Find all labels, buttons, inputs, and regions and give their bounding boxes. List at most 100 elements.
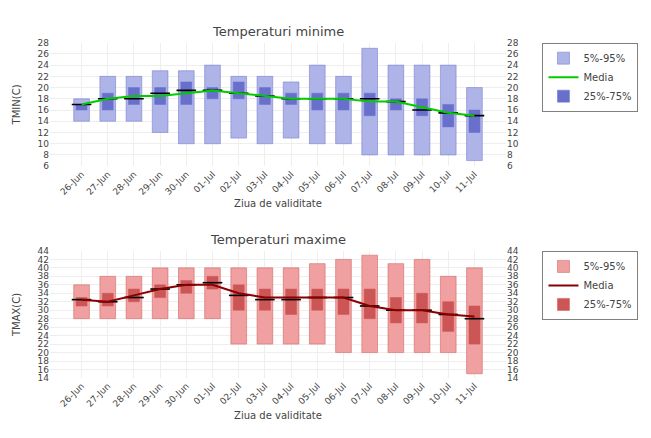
svg-text:42: 42 bbox=[38, 255, 49, 265]
svg-text:22: 22 bbox=[38, 72, 49, 82]
svg-text:11-Jul: 11-Jul bbox=[454, 381, 480, 407]
svg-text:04-Jul: 04-Jul bbox=[270, 169, 296, 195]
svg-text:Temperaturi minime: Temperaturi minime bbox=[212, 24, 344, 39]
svg-text:18: 18 bbox=[38, 356, 50, 366]
svg-text:26: 26 bbox=[507, 322, 519, 332]
svg-text:40: 40 bbox=[38, 263, 50, 273]
svg-text:Ziua de validitate: Ziua de validitate bbox=[234, 198, 322, 209]
svg-text:30: 30 bbox=[38, 305, 50, 315]
svg-text:12: 12 bbox=[38, 128, 49, 138]
svg-text:03-Jul: 03-Jul bbox=[244, 169, 270, 195]
svg-text:28: 28 bbox=[507, 314, 519, 324]
svg-text:10: 10 bbox=[38, 139, 50, 149]
svg-text:28: 28 bbox=[507, 38, 519, 48]
svg-text:22: 22 bbox=[507, 339, 518, 349]
svg-text:5%-95%: 5%-95% bbox=[583, 53, 625, 64]
svg-text:14: 14 bbox=[38, 116, 50, 126]
svg-text:10-Jul: 10-Jul bbox=[427, 169, 453, 195]
svg-text:40: 40 bbox=[507, 263, 519, 273]
svg-text:28-Jun: 28-Jun bbox=[111, 381, 139, 409]
svg-text:11-Jul: 11-Jul bbox=[454, 169, 480, 195]
svg-text:07-Jul: 07-Jul bbox=[349, 381, 375, 407]
svg-text:27-Jun: 27-Jun bbox=[85, 381, 113, 409]
svg-text:30-Jun: 30-Jun bbox=[163, 381, 191, 409]
svg-text:07-Jul: 07-Jul bbox=[349, 169, 375, 195]
svg-text:32: 32 bbox=[507, 297, 518, 307]
svg-text:03-Jul: 03-Jul bbox=[244, 381, 270, 407]
svg-text:26-Jun: 26-Jun bbox=[58, 169, 86, 197]
svg-text:36: 36 bbox=[38, 280, 50, 290]
svg-text:12: 12 bbox=[507, 128, 518, 138]
svg-text:26: 26 bbox=[38, 322, 50, 332]
svg-text:02-Jul: 02-Jul bbox=[218, 381, 244, 407]
svg-text:16: 16 bbox=[38, 105, 50, 115]
svg-text:14: 14 bbox=[507, 373, 519, 383]
svg-text:05-Jul: 05-Jul bbox=[296, 169, 322, 195]
svg-text:08-Jul: 08-Jul bbox=[375, 169, 401, 195]
svg-text:24: 24 bbox=[507, 331, 519, 341]
svg-text:26: 26 bbox=[38, 49, 50, 59]
svg-text:28: 28 bbox=[38, 314, 50, 324]
svg-text:24: 24 bbox=[38, 331, 50, 341]
svg-text:5%-95%: 5%-95% bbox=[583, 261, 625, 272]
svg-text:Ziua de validitate: Ziua de validitate bbox=[234, 410, 322, 421]
svg-text:20: 20 bbox=[38, 348, 50, 358]
svg-text:32: 32 bbox=[38, 297, 49, 307]
svg-text:44: 44 bbox=[38, 246, 50, 256]
svg-text:05-Jul: 05-Jul bbox=[296, 381, 322, 407]
svg-text:8: 8 bbox=[507, 150, 513, 160]
svg-text:22: 22 bbox=[507, 72, 518, 82]
svg-text:36: 36 bbox=[507, 280, 519, 290]
svg-text:6: 6 bbox=[43, 161, 49, 171]
svg-text:28-Jun: 28-Jun bbox=[111, 169, 139, 197]
svg-text:16: 16 bbox=[507, 365, 519, 375]
svg-text:20: 20 bbox=[507, 348, 519, 358]
svg-text:09-Jul: 09-Jul bbox=[401, 169, 427, 195]
svg-text:18: 18 bbox=[38, 94, 50, 104]
svg-text:42: 42 bbox=[507, 255, 518, 265]
svg-text:18: 18 bbox=[507, 94, 519, 104]
svg-text:04-Jul: 04-Jul bbox=[270, 381, 296, 407]
svg-text:10-Jul: 10-Jul bbox=[427, 381, 453, 407]
svg-text:14: 14 bbox=[507, 116, 519, 126]
svg-text:34: 34 bbox=[507, 288, 519, 298]
svg-text:06-Jul: 06-Jul bbox=[323, 381, 349, 407]
svg-text:Media: Media bbox=[583, 280, 613, 291]
svg-text:24: 24 bbox=[507, 60, 519, 70]
svg-text:26: 26 bbox=[507, 49, 519, 59]
svg-text:Media: Media bbox=[583, 72, 613, 83]
svg-text:TMAX(C): TMAX(C) bbox=[11, 293, 22, 337]
svg-text:44: 44 bbox=[507, 246, 519, 256]
svg-text:28: 28 bbox=[38, 38, 50, 48]
svg-text:01-Jul: 01-Jul bbox=[192, 169, 218, 195]
svg-text:26-Jun: 26-Jun bbox=[58, 381, 86, 409]
svg-text:09-Jul: 09-Jul bbox=[401, 381, 427, 407]
svg-text:30: 30 bbox=[507, 305, 519, 315]
svg-text:20: 20 bbox=[507, 83, 519, 93]
svg-text:16: 16 bbox=[38, 365, 50, 375]
svg-text:34: 34 bbox=[38, 288, 50, 298]
svg-text:6: 6 bbox=[507, 161, 513, 171]
svg-text:8: 8 bbox=[43, 150, 49, 160]
svg-text:16: 16 bbox=[507, 105, 519, 115]
svg-text:38: 38 bbox=[38, 271, 50, 281]
svg-text:22: 22 bbox=[38, 339, 49, 349]
svg-text:Temperaturi maxime: Temperaturi maxime bbox=[210, 232, 346, 247]
svg-text:20: 20 bbox=[38, 83, 50, 93]
svg-text:29-Jun: 29-Jun bbox=[137, 169, 165, 197]
svg-text:06-Jul: 06-Jul bbox=[323, 169, 349, 195]
svg-text:25%-75%: 25%-75% bbox=[583, 91, 631, 102]
svg-text:27-Jun: 27-Jun bbox=[85, 169, 113, 197]
svg-text:38: 38 bbox=[507, 271, 519, 281]
svg-text:10: 10 bbox=[507, 139, 519, 149]
svg-text:30-Jun: 30-Jun bbox=[163, 169, 191, 197]
svg-text:29-Jun: 29-Jun bbox=[137, 381, 165, 409]
svg-text:18: 18 bbox=[507, 356, 519, 366]
svg-text:24: 24 bbox=[38, 60, 50, 70]
svg-text:25%-75%: 25%-75% bbox=[583, 299, 631, 310]
svg-text:TMIN(C): TMIN(C) bbox=[11, 84, 22, 125]
svg-text:14: 14 bbox=[38, 373, 50, 383]
svg-text:01-Jul: 01-Jul bbox=[192, 381, 218, 407]
svg-text:02-Jul: 02-Jul bbox=[218, 169, 244, 195]
svg-text:08-Jul: 08-Jul bbox=[375, 381, 401, 407]
